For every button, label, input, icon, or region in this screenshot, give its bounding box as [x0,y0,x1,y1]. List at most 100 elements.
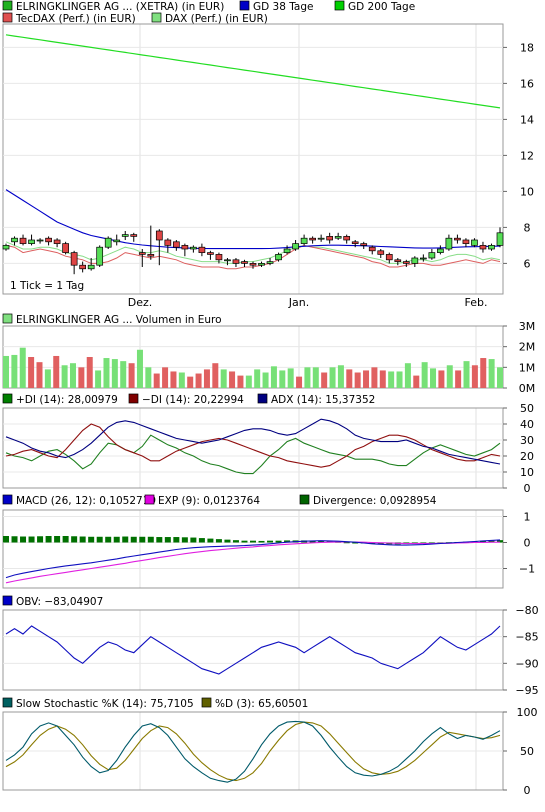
price-candle-body-16 [138,252,146,255]
price-candle-body-56 [479,245,487,250]
price-ytick-label-0: 6 [524,257,531,270]
volume-legend-label-0: ELRINGKLINGER AG ... Volumen in Euro [16,314,222,326]
price-candle-body-29 [249,263,257,266]
dmi-ytick-label-3: 30 [520,434,534,447]
price-candle-body-11 [96,246,104,266]
volume-bar-55 [463,361,470,388]
dmi-legend-label-0: +DI (14): 28,00979 [16,394,118,406]
obv-ytick-label-2: −85 [515,631,538,644]
macd-divergence-bar-30 [258,540,265,543]
volume-bar-7 [61,365,68,388]
price-candle-body-34 [292,243,299,250]
price-tick-note: 1 Tick = 1 Tag [10,280,84,292]
price-candle-body-54 [462,239,470,244]
volume-bar-39 [329,367,336,388]
stoch-legend-label-0: Slow Stochastic %K (14): 75,7105 [16,698,194,710]
macd-divergence-bar-58 [497,540,503,543]
obv-ytick-label-0: −95 [515,684,538,697]
volume-ytick-label-3: 3M [519,320,536,333]
price-xlabel-1: Jan. [288,296,309,309]
volume-bar-35 [296,376,303,388]
price-candle-body-52 [445,237,453,250]
macd-legend-swatch-1 [144,494,155,505]
volume-bar-58 [488,359,495,388]
volume-bar-31 [262,372,269,388]
volume-bar-49 [413,375,420,388]
price-legend-swatch-0 [2,0,13,11]
price-legend-swatch-2 [334,0,345,11]
macd-divergence-bar-4 [37,536,44,543]
obv-panel-frame [2,609,504,691]
macd-legend-label-2: Divergence: 0,0928954 [313,495,437,507]
volume-legend-swatch-0 [2,313,13,324]
dmi-legend-label-2: ADX (14): 15,37352 [271,394,375,406]
price-candle-body-25 [215,254,223,261]
price-candle-body-28 [241,261,248,264]
volume-bar-11 [95,370,102,388]
volume-bar-19 [162,367,169,388]
price-candle-body-53 [454,237,461,241]
volume-bar-53 [446,365,453,388]
obv-legend-swatch-0 [2,595,13,606]
volume-bar-48 [404,363,411,388]
dmi-ytick-label-5: 50 [520,402,534,415]
price-ytick-label-3: 12 [520,149,534,162]
macd-divergence-bar-22 [190,537,197,543]
price-legend-swatch-1 [239,0,250,11]
macd-divergence-bar-12 [105,536,112,543]
dmi-ytick-label-1: 10 [520,466,534,479]
stoch-k-line [5,720,501,783]
volume-bar-30 [254,369,261,388]
price-candle-body-49 [419,257,427,260]
macd-legend-label-1: EXP (9): 0,0123764 [158,495,260,507]
volume-bar-38 [321,372,328,388]
macd-divergence-bar-3 [28,536,35,543]
volume-bar-46 [388,371,395,388]
price-index-legend-swatch-0 [2,12,13,23]
volume-bar-4 [36,362,43,388]
price-candle-body-2 [19,237,27,244]
macd-line [5,539,501,579]
price-ytick-label-1: 8 [524,221,531,234]
price-candle-body-40 [343,236,351,241]
volume-bar-5 [44,369,51,388]
macd-ytick-label-0: −1 [519,563,535,576]
price-candle-body-24 [207,252,214,255]
volume-bar-33 [279,370,286,388]
price-candle-body-5 [45,237,52,243]
price-candle-body-22 [190,246,197,250]
macd-divergence-bar-33 [284,540,291,543]
volume-ytick-label-2: 2M [519,341,536,354]
volume-bar-16 [136,349,143,388]
volume-bar-20 [170,371,177,388]
macd-divergence-bar-5 [45,536,52,543]
macd-divergence-bar-0 [3,536,9,543]
price-candle-body-31 [266,261,274,264]
price-candle-body-47 [402,261,410,264]
macd-divergence-bar-24 [207,538,214,543]
price-candle-body-19 [164,239,172,246]
volume-bar-47 [396,371,403,388]
dmi-ytick-label-0: 0 [524,482,531,495]
price-ytick-label-6: 18 [520,41,534,54]
macd-divergence-bar-25 [215,539,222,543]
dmi-legend-label-1: −DI (14): 20,22994 [142,394,244,406]
price-gd200-line [5,34,501,109]
volume-bar-24 [203,369,210,388]
volume-bar-26 [220,369,227,388]
volume-bar-51 [430,368,437,388]
price-candle-body-4 [36,239,44,242]
volume-bar-9 [78,367,85,388]
price-candle-body-9 [79,264,87,270]
volume-bar-27 [229,371,236,388]
macd-exp-line [5,541,500,584]
macd-divergence-bar-11 [96,536,103,543]
volume-ytick-label-1: 1M [519,361,536,374]
volume-bar-45 [379,370,386,388]
price-candle-body-18 [155,230,163,241]
price-candle-body-48 [411,257,419,264]
price-candle-body-41 [351,241,359,244]
price-candle-body-39 [334,236,342,239]
price-dax-line [5,241,501,264]
volume-bar-13 [111,359,118,388]
